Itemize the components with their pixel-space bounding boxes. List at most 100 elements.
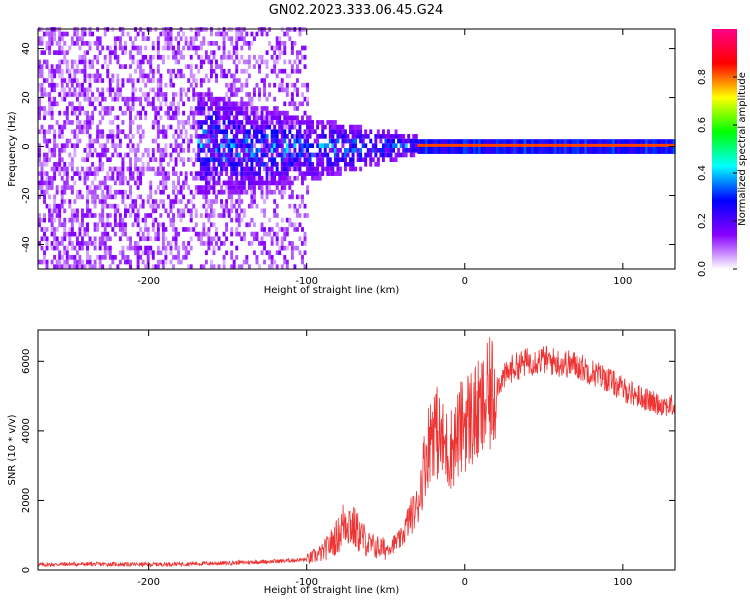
spectrogram-cell <box>103 222 107 228</box>
spectrogram-cell <box>336 129 340 135</box>
spectrogram-cell <box>174 54 178 60</box>
spectrogram-cell <box>260 241 264 246</box>
spectrogram-cell <box>344 152 347 158</box>
spectrogram-cell <box>182 194 186 200</box>
spectrogram-cell <box>174 194 178 200</box>
spectrogram-cell <box>275 134 279 139</box>
spectrogram-cell <box>172 189 175 195</box>
spectrogram-cell <box>250 120 254 125</box>
spectrogram-cell <box>123 231 127 237</box>
spectrogram-cell <box>80 92 84 97</box>
spectrogram-cell <box>268 185 272 190</box>
spectrogram-cell <box>88 264 92 269</box>
spectrogram-cell <box>245 175 249 181</box>
spectrogram-cell <box>63 143 67 149</box>
spectrogram-cell <box>103 231 107 237</box>
spectrogram-cell <box>189 134 193 139</box>
spectrogram-cell <box>217 264 221 269</box>
spectrogram-cell <box>149 87 153 93</box>
spectrogram-cell <box>212 120 216 125</box>
spectrogram-cell <box>96 68 100 74</box>
spectrogram-cell <box>220 161 224 167</box>
spectrogram-cell <box>68 78 72 83</box>
spectrogram-cell <box>308 171 312 176</box>
spectrogram-cell <box>101 203 105 209</box>
spectrogram-cell <box>187 138 191 144</box>
spectrogram-cell <box>136 185 140 190</box>
spectrogram-cell <box>263 78 267 83</box>
spectrogram-cell <box>290 143 294 149</box>
spectrogram-cell <box>199 241 203 246</box>
spectrogram-cell <box>161 227 165 232</box>
spectrogram-cell <box>50 64 54 69</box>
spectrogram-cell <box>295 64 299 69</box>
spectrogram-cell <box>232 87 236 93</box>
spectrogram-cell <box>182 208 186 214</box>
spectrogram-cell <box>53 245 57 251</box>
spectrogram-cell <box>118 92 122 97</box>
spectrogram-cell <box>252 231 256 237</box>
spectrogram-cell <box>134 161 138 167</box>
spectrogram-cell <box>123 227 127 232</box>
spectrogram-cell <box>194 36 198 41</box>
colorbar-gradient <box>712 29 737 269</box>
spectrogram-cell <box>58 134 62 139</box>
spectrogram-cell <box>53 194 57 200</box>
spectrogram-cell <box>43 250 46 256</box>
spectrogram-cell <box>187 115 191 121</box>
spectrogram-cell <box>273 208 277 214</box>
spectrogram-cell <box>258 138 261 144</box>
spectrogram-cell <box>159 171 163 176</box>
y-tick-label: 6000 <box>21 349 32 374</box>
spectrogram-cell <box>111 73 115 79</box>
spectrogram-cell <box>131 134 135 139</box>
spectrogram-cell <box>260 110 264 116</box>
spectrogram-cell <box>242 231 246 237</box>
snr-y-axis-label: SNR (10 * v/v) <box>7 414 18 485</box>
spectrogram-cell <box>101 45 105 51</box>
spectrogram-cell <box>101 213 105 218</box>
spectrogram-cell <box>280 50 284 55</box>
spectrogram-cell <box>376 134 380 139</box>
spectrogram-cell <box>293 161 297 167</box>
spectrogram-cell <box>88 64 92 69</box>
spectrogram-cell <box>174 227 178 232</box>
spectrogram-cell <box>306 129 310 135</box>
spectrogram-cell <box>242 143 246 149</box>
spectrogram-cell <box>220 31 224 37</box>
spectrogram-cell <box>250 101 254 107</box>
spectrogram-cell <box>70 36 74 41</box>
spectrogram-cell <box>212 157 216 162</box>
spectrogram-cell <box>179 213 183 218</box>
spectrogram-cell <box>40 166 44 172</box>
spectrogram-cell <box>199 101 203 107</box>
spectrogram-cell <box>86 208 89 214</box>
spectrogram-cell <box>149 54 153 60</box>
spectrogram-cell <box>344 138 347 144</box>
spectrogram-cell <box>93 171 97 176</box>
spectrogram-cell <box>144 217 148 223</box>
spectrogram-cell <box>215 129 218 135</box>
spectrogram-cell <box>237 138 241 144</box>
spectrogram-cell <box>237 143 241 149</box>
spectrogram-cell <box>174 231 178 237</box>
spectrogram-cell <box>151 106 155 111</box>
spectrogram-cell <box>237 217 241 223</box>
spectrogram-cell <box>331 124 335 130</box>
spectrogram-cell <box>65 180 69 186</box>
spectrogram-cell <box>192 203 196 209</box>
x-tick-label: -200 <box>137 276 160 287</box>
spectrogram-cell <box>65 110 69 116</box>
spectrogram-cell <box>83 241 87 246</box>
spectrogram-cell <box>53 255 57 260</box>
spectrogram-cell <box>199 106 203 111</box>
spectrogram-cell <box>331 166 335 172</box>
spectrogram-cell <box>280 82 284 88</box>
spectrogram-cell <box>123 96 127 102</box>
spectrogram-cell <box>263 199 267 204</box>
spectrogram-cell <box>129 175 132 181</box>
spectrogram-cell <box>204 143 208 149</box>
spectrogram-cell <box>83 148 87 153</box>
spectrogram-cell <box>55 185 59 190</box>
